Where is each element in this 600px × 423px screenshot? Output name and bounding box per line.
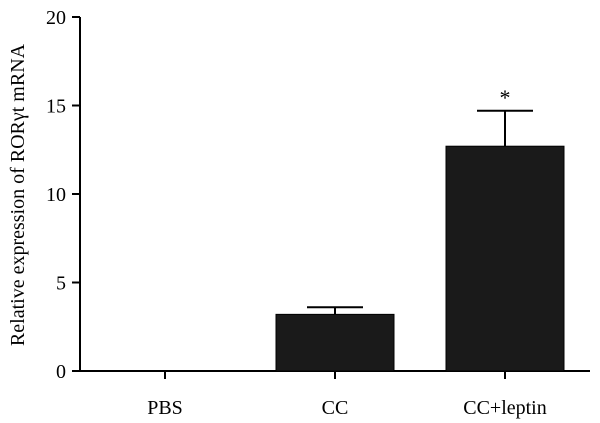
x-tick-label: CC+leptin	[463, 397, 547, 419]
x-tick-label: CC	[322, 397, 349, 419]
y-tick-label: 15	[46, 96, 66, 118]
y-tick-label: 20	[46, 7, 66, 29]
y-axis-label: Relative expression of RORγt mRNA	[7, 43, 29, 346]
y-axis: 0 5 10 15 20	[46, 7, 81, 383]
significance-marker: *	[500, 85, 511, 110]
bars: *	[275, 85, 565, 372]
bar-cc	[275, 313, 395, 372]
y-tick-label: 10	[46, 184, 66, 206]
x-tick-label: PBS	[147, 397, 183, 419]
bar-cc-leptin	[445, 145, 565, 372]
y-tick-label: 0	[56, 361, 66, 383]
x-axis: PBS CC CC+leptin	[80, 370, 590, 419]
y-tick-label: 5	[56, 273, 66, 295]
